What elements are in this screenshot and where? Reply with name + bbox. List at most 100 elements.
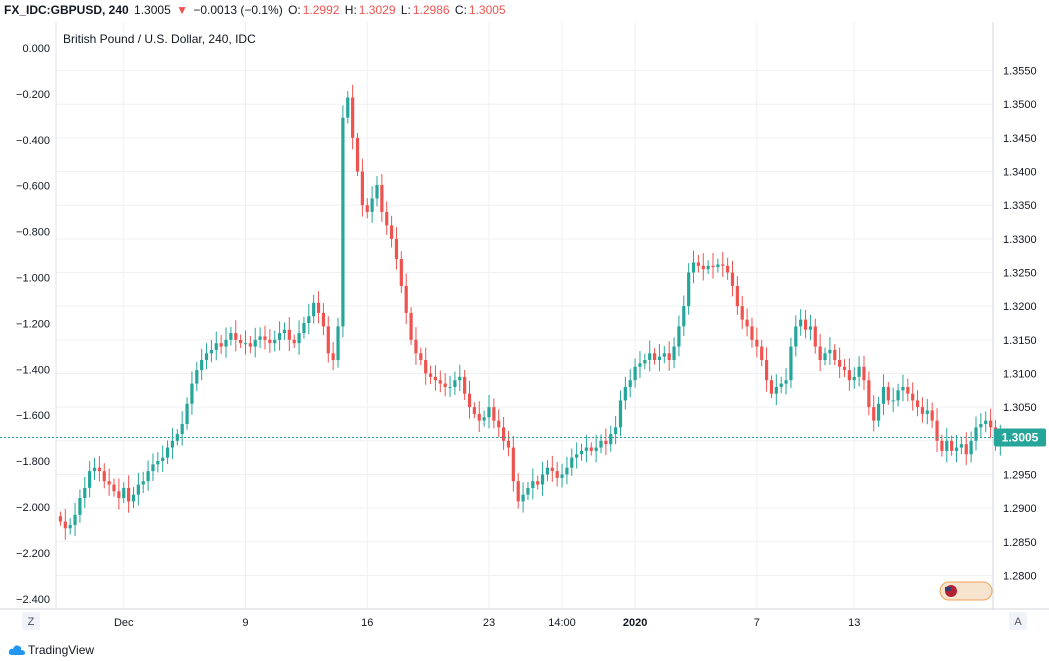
candle-body	[526, 487, 530, 495]
candle-body	[112, 484, 116, 492]
right-axis-tick: 1.2850	[1003, 537, 1037, 549]
candle-body	[516, 481, 520, 502]
left-axis-tick: −1.400	[16, 364, 50, 376]
time-axis[interactable]: Dec 9 16 23 14:00 2020 7 13	[114, 617, 860, 629]
zoom-button[interactable]	[22, 612, 40, 630]
candle-body	[287, 329, 291, 340]
candle-body	[68, 524, 72, 529]
candle-body	[774, 386, 778, 394]
right-axis-tick: 1.3500	[1003, 99, 1037, 111]
candle-body	[195, 370, 199, 384]
candle-body	[331, 353, 335, 361]
candle-body	[443, 383, 447, 387]
candle-body	[297, 333, 301, 344]
candle-body	[789, 346, 793, 381]
high-value: 1.3029	[358, 3, 396, 17]
candle-body	[808, 326, 813, 330]
time-axis-tick: 9	[242, 617, 248, 629]
left-axis-tick: −1.600	[16, 410, 50, 422]
candle-body	[652, 353, 657, 361]
candle-body	[540, 474, 545, 485]
candle-body	[828, 349, 832, 354]
candle-body	[355, 137, 360, 172]
candle-body	[234, 333, 238, 340]
time-axis-tick: 7	[754, 617, 760, 629]
candle-body	[633, 366, 637, 381]
right-axis-tick: 1.3350	[1003, 200, 1037, 212]
right-axis-tick: 1.3150	[1003, 335, 1037, 347]
candle-body	[677, 326, 681, 347]
close-label: C:	[454, 3, 467, 17]
candle-body	[307, 316, 311, 323]
left-axis[interactable]: 0.000 −0.200 −0.400 −0.600 −0.800 −1.000 −1.20…	[16, 43, 50, 606]
candle-body	[341, 117, 345, 327]
candle-body	[161, 457, 165, 461]
candle-body	[740, 306, 744, 320]
auto-scale-button[interactable]	[1009, 612, 1027, 630]
time-axis-tick: 23	[483, 617, 495, 629]
candle-body	[867, 380, 871, 408]
candle-body	[380, 185, 384, 212]
flag-icon[interactable]	[939, 581, 993, 601]
candle-body	[273, 339, 277, 344]
last-price-tag-label: 1.3005	[1002, 430, 1039, 444]
candle-body	[263, 336, 267, 340]
candle-body	[876, 403, 881, 421]
symbol-name[interactable]: FX_IDC:GBPUSD, 240	[4, 3, 129, 17]
candle-body	[959, 444, 963, 448]
candle-body	[394, 238, 399, 260]
candle-body	[662, 353, 666, 357]
footer: TradingView	[0, 640, 1049, 661]
candle-body	[73, 514, 77, 525]
candle-body	[721, 264, 725, 266]
tradingview-brand: TradingView	[28, 643, 95, 657]
candlestick-chart[interactable]: British Pound / U.S. Dollar, 240, IDC 0.…	[0, 22, 1049, 638]
candle-body	[842, 366, 847, 371]
symbol-header: FX_IDC:GBPUSD, 240 1.3005 ▼ −0.0013 (−0.…	[0, 0, 1049, 22]
left-axis-tick: −2.000	[16, 502, 50, 514]
candle-body	[779, 383, 783, 387]
left-axis-tick: −1.000	[16, 273, 50, 285]
time-axis-tick: 13	[848, 617, 860, 629]
candle-body	[799, 319, 803, 327]
left-axis-tick: −0.400	[16, 135, 50, 147]
candle-body	[920, 407, 925, 414]
candle-body	[974, 427, 978, 441]
candle-body	[502, 427, 506, 441]
candle-body	[78, 498, 82, 515]
last-price: 1.3005	[134, 3, 171, 17]
candle-body	[984, 420, 988, 424]
candle-body	[258, 336, 262, 340]
candle-body	[915, 400, 920, 408]
chart-title: British Pound / U.S. Dollar, 240, IDC	[63, 32, 256, 46]
tradingview-logo[interactable]: TradingView	[8, 643, 94, 657]
candle-body	[190, 383, 194, 404]
candle-body	[638, 363, 642, 367]
candle-body	[570, 457, 574, 468]
candle-body	[165, 447, 170, 458]
chart-area[interactable]: British Pound / U.S. Dollar, 240, IDC 0.…	[0, 22, 1049, 638]
candle-body	[141, 481, 145, 485]
candle-body	[463, 376, 467, 394]
right-axis-tick: 1.2800	[1003, 570, 1037, 582]
time-axis-tick: 16	[361, 617, 373, 629]
candle-body	[881, 386, 886, 404]
candle-body	[404, 285, 408, 313]
right-axis[interactable]: 1.3550 1.3500 1.3450 1.3400 1.3350 1.3300 1.32…	[1003, 66, 1037, 583]
candle-body	[200, 360, 204, 371]
candle-body	[954, 447, 959, 451]
candle-body	[911, 393, 915, 401]
candle-body	[458, 376, 462, 381]
candle-body	[584, 447, 588, 451]
candle-body	[891, 400, 895, 402]
price-change: −0.0013 (−0.1%)	[193, 3, 283, 17]
candle-body	[146, 471, 150, 482]
candle-body	[764, 360, 769, 381]
candle-body	[769, 380, 774, 394]
right-axis-tick: 1.3300	[1003, 234, 1037, 246]
candle-body	[365, 205, 369, 212]
candle-body	[414, 339, 418, 354]
candle-body	[536, 481, 540, 485]
candle-body	[385, 211, 389, 226]
candle-body	[872, 407, 876, 421]
